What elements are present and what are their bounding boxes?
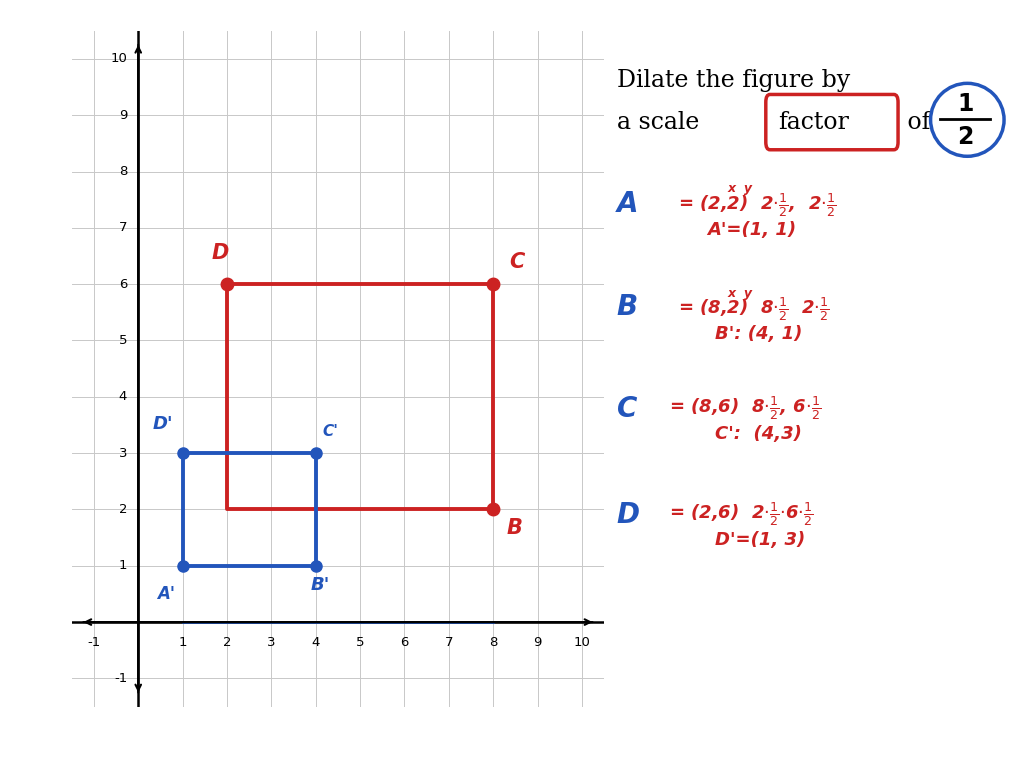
Text: factor: factor [778,111,849,134]
Text: x  y: x y [728,182,753,194]
Text: B: B [507,518,522,538]
Text: 4: 4 [311,636,319,649]
Text: 9: 9 [534,636,542,649]
Text: 8: 8 [119,165,127,178]
Text: 6: 6 [400,636,409,649]
Text: 8: 8 [489,636,498,649]
Text: = (2,2)  2$\cdot\frac{1}{2}$,  2$\cdot\frac{1}{2}$: = (2,2) 2$\cdot\frac{1}{2}$, 2$\cdot\fra… [678,191,836,219]
Text: -1: -1 [87,636,100,649]
Text: 7: 7 [119,221,127,234]
Text: D'=(1, 3): D'=(1, 3) [716,531,806,549]
Text: = (2,6)  2$\cdot\frac{1}{2}$$\cdot$6$\cdot\frac{1}{2}$: = (2,6) 2$\cdot\frac{1}{2}$$\cdot$6$\cdo… [670,501,814,528]
Text: 7: 7 [444,636,453,649]
Text: -1: -1 [114,672,127,685]
Text: x  y: x y [728,287,753,300]
Text: 10: 10 [111,52,127,65]
Text: 9: 9 [119,109,127,121]
Text: B: B [616,293,638,321]
Text: 2: 2 [119,503,127,516]
Text: C': C' [323,424,338,439]
Text: 3: 3 [267,636,275,649]
Text: B': (4, 1): B': (4, 1) [716,325,803,343]
Text: 1: 1 [119,559,127,572]
Text: a scale: a scale [616,111,707,134]
Text: 2: 2 [223,636,231,649]
Text: C: C [509,252,524,272]
Text: = (8,6)  8$\cdot\frac{1}{2}$, 6$\cdot\frac{1}{2}$: = (8,6) 8$\cdot\frac{1}{2}$, 6$\cdot\fra… [670,395,821,422]
Text: = (8,2)  8$\cdot\frac{1}{2}$  2$\cdot\frac{1}{2}$: = (8,2) 8$\cdot\frac{1}{2}$ 2$\cdot\frac… [678,295,829,323]
Text: 5: 5 [119,334,127,347]
Text: 1: 1 [178,636,186,649]
Text: of: of [900,111,931,134]
Text: 10: 10 [573,636,591,649]
Text: 3: 3 [119,447,127,459]
Text: 5: 5 [356,636,365,649]
Text: A: A [616,190,638,217]
Text: D': D' [153,415,173,433]
Text: 1: 1 [957,91,974,116]
Text: B': B' [310,576,330,594]
Text: 4: 4 [119,390,127,403]
Text: C: C [616,395,637,422]
Text: 6: 6 [119,278,127,290]
Text: D: D [212,243,229,263]
Text: C':  (4,3): C': (4,3) [716,425,802,443]
Text: A'=(1, 1): A'=(1, 1) [707,221,796,240]
Text: D: D [616,501,640,528]
Text: 2: 2 [957,124,974,149]
Text: Dilate the figure by: Dilate the figure by [616,69,850,92]
Text: A': A' [157,585,175,604]
